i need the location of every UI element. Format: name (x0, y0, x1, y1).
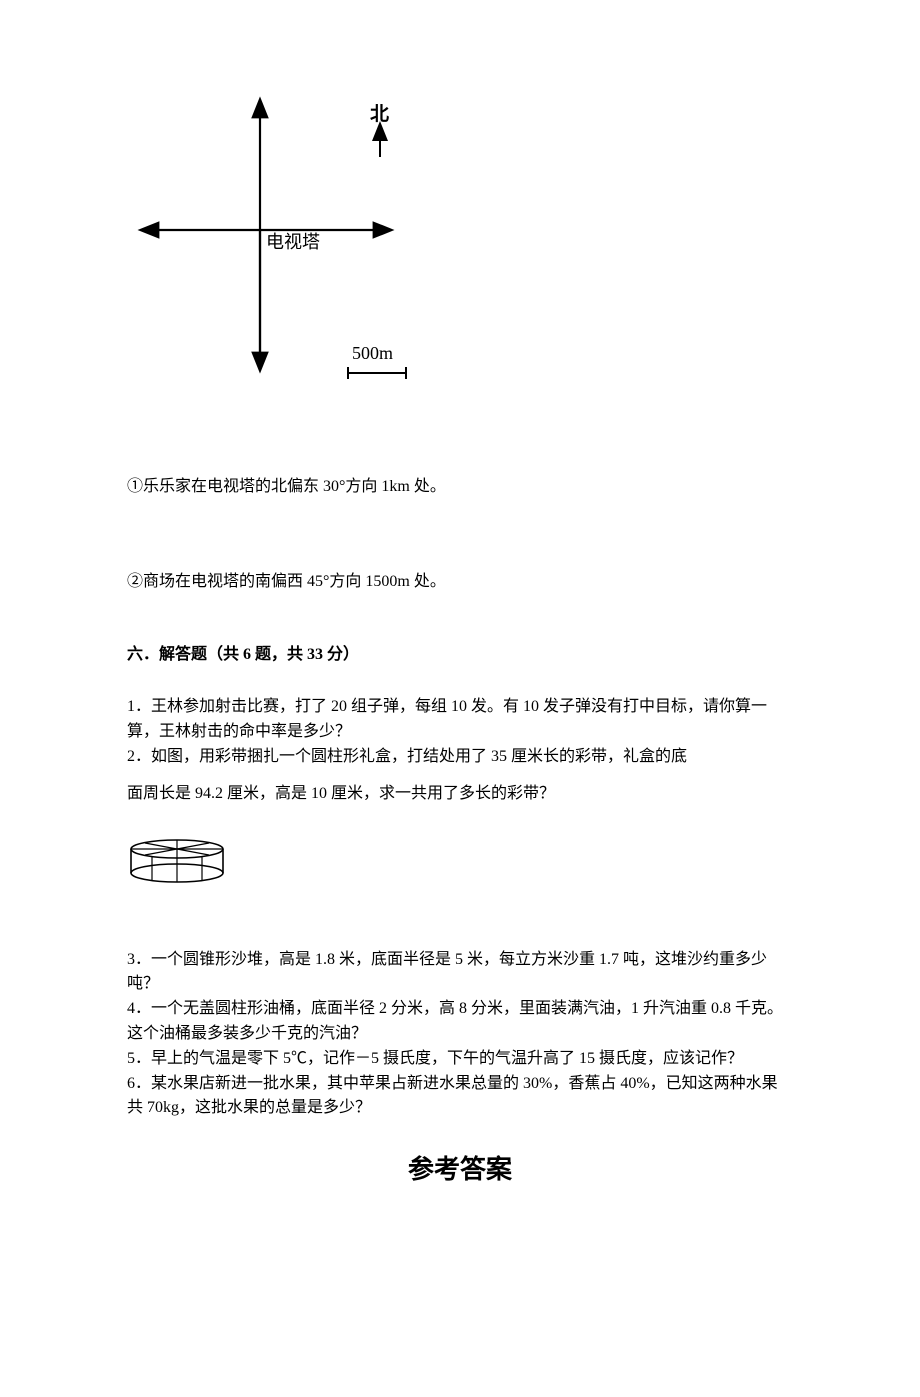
statement-1: ①乐乐家在电视塔的北偏东 30°方向 1km 处。 (127, 475, 790, 500)
cylinder-figure (127, 835, 920, 890)
spacer (0, 667, 920, 695)
question-6-text: 6．某水果店新进一批水果，其中苹果占新进水果总量的 30%，香蕉占 40%，已知… (127, 1072, 790, 1122)
compass-svg: 电视塔 (130, 95, 470, 405)
question-2b-text: 面周长是 94.2 厘米，高是 10 厘米，求一共用了多长的彩带？ (127, 782, 790, 807)
north-label: 北 (370, 99, 389, 126)
question-4-text: 4．一个无盖圆柱形油桶，底面半径 2 分米，高 8 分米，里面装满汽油，1 升汽… (127, 997, 790, 1047)
center-label: 电视塔 (266, 232, 320, 252)
question-3: 3．一个圆锥形沙堆，高是 1.8 米，底面半径是 5 米，每立方米沙重 1.7 … (127, 948, 790, 998)
statement-2-text: ②商场在电视塔的南偏西 45°方向 1500m 处。 (127, 570, 790, 595)
section-6-heading-wrap: 六．解答题（共 6 题，共 33 分） (127, 643, 790, 668)
statement-2: ②商场在电视塔的南偏西 45°方向 1500m 处。 (127, 570, 790, 595)
question-4: 4．一个无盖圆柱形油桶，底面半径 2 分米，高 8 分米，里面装满汽油，1 升汽… (127, 997, 790, 1047)
scale-label: 500m (352, 343, 393, 364)
spacer (0, 500, 920, 570)
spacer (0, 770, 920, 782)
answer-heading: 参考答案 (0, 1149, 920, 1186)
question-3-text: 3．一个圆锥形沙堆，高是 1.8 米，底面半径是 5 米，每立方米沙重 1.7 … (127, 948, 790, 998)
question-1-text: 1．王林参加射击比赛，打了 20 组子弹，每组 10 发。有 10 发子弹没有打… (127, 695, 790, 745)
question-5: 5．早上的气温是零下 5℃，记作－5 摄氏度，下午的气温升高了 15 摄氏度，应… (127, 1047, 790, 1072)
compass-diagram: 电视塔 北 500m (130, 95, 470, 405)
question-2a: 2．如图，用彩带捆扎一个圆柱形礼盒，打结处用了 35 厘米长的彩带，礼盒的底 (127, 745, 790, 770)
spacer (0, 595, 920, 643)
question-5-text: 5．早上的气温是零下 5℃，记作－5 摄氏度，下午的气温升高了 15 摄氏度，应… (127, 1047, 790, 1072)
page: 电视塔 北 500m ①乐乐家在电视塔的北偏东 30°方向 1km 处。 ②商场… (0, 95, 920, 1397)
question-2b: 面周长是 94.2 厘米，高是 10 厘米，求一共用了多长的彩带？ (127, 782, 790, 807)
question-2a-text: 2．如图，用彩带捆扎一个圆柱形礼盒，打结处用了 35 厘米长的彩带，礼盒的底 (127, 745, 790, 770)
section-6-heading: 六．解答题（共 6 题，共 33 分） (127, 643, 790, 668)
question-6: 6．某水果店新进一批水果，其中苹果占新进水果总量的 30%，香蕉占 40%，已知… (127, 1072, 790, 1122)
question-1: 1．王林参加射击比赛，打了 20 组子弹，每组 10 发。有 10 发子弹没有打… (127, 695, 790, 745)
spacer (0, 405, 920, 475)
statement-1-text: ①乐乐家在电视塔的北偏东 30°方向 1km 处。 (127, 475, 790, 500)
spacer (0, 900, 920, 948)
cylinder-svg (127, 835, 227, 885)
